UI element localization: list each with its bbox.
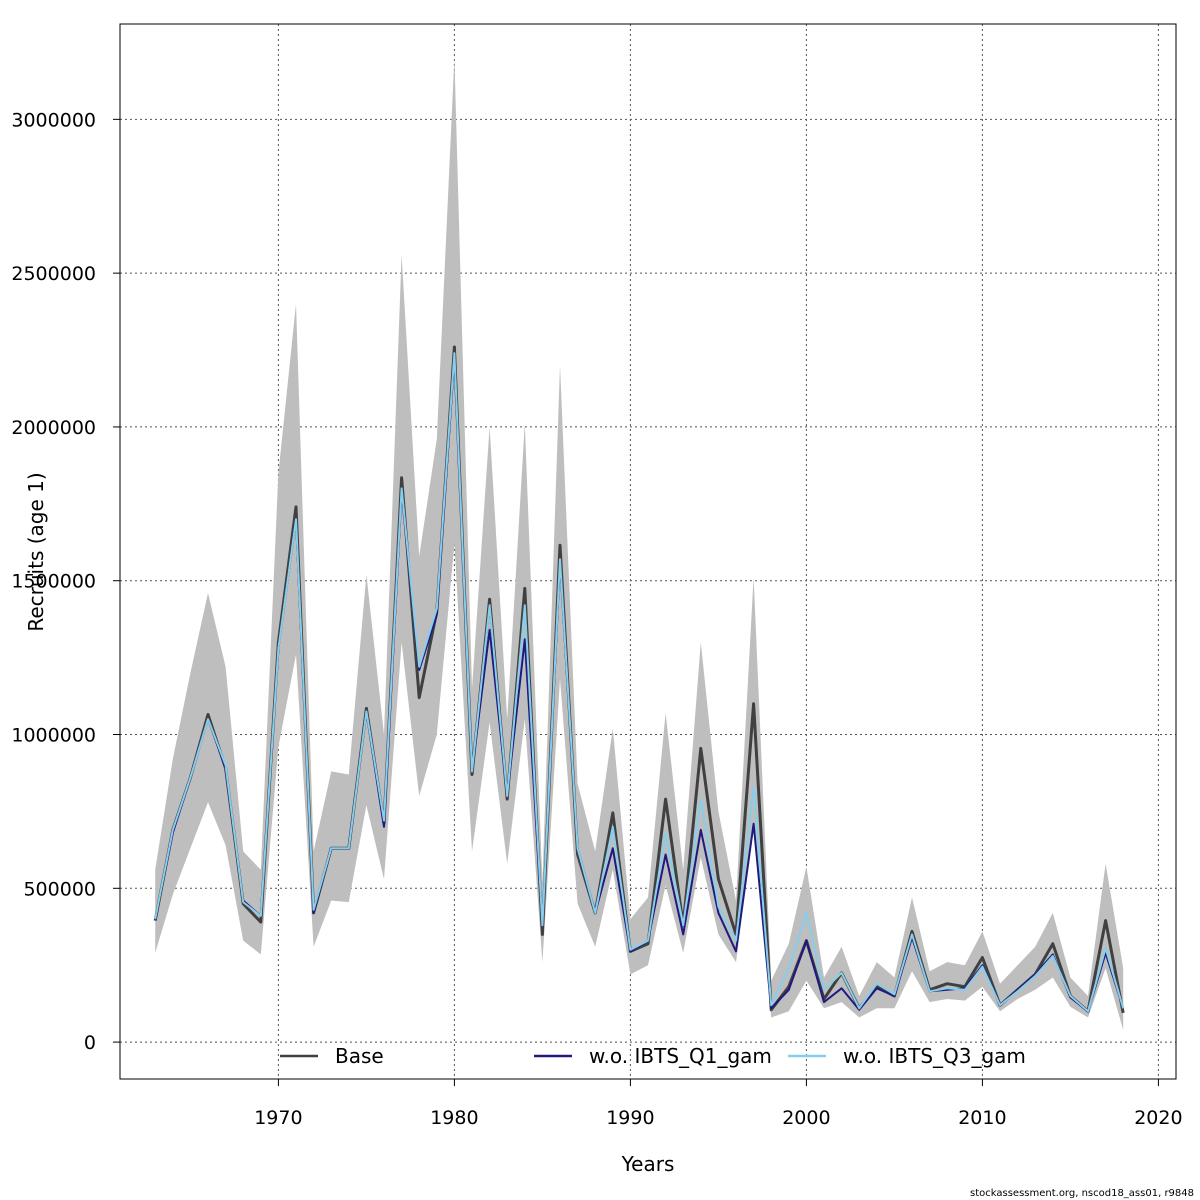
legend-label-1: w.o. IBTS_Q1_gam	[589, 1044, 772, 1068]
credit-text: stockassessment.org, nscod18_ass01, r984…	[970, 1188, 1194, 1199]
y-tick-label: 0	[84, 1032, 96, 1054]
y-tick-label: 500000	[23, 878, 96, 900]
confidence-band-layer	[155, 57, 1124, 1030]
plot-frame	[119, 23, 1177, 1080]
legend-label-0: Base	[335, 1044, 384, 1068]
x-axis-label: Years	[621, 1152, 675, 1176]
legend-label-2: w.o. IBTS_Q3_gam	[843, 1044, 1026, 1068]
y-tick-label: 2500000	[11, 263, 96, 285]
y-tick-label: 1000000	[11, 725, 96, 747]
series-lines-layer	[153, 345, 1125, 1014]
x-tick-label: 2010	[958, 1107, 1006, 1129]
x-tick-label: 1970	[254, 1107, 302, 1129]
y-tick-label: 2000000	[11, 417, 96, 439]
x-tick-label: 1980	[430, 1107, 478, 1129]
y-tick-label: 1500000	[11, 571, 96, 593]
grid-lines	[120, 24, 1176, 1079]
x-tick-label: 2020	[1134, 1107, 1182, 1129]
y-tick-label: 3000000	[11, 109, 96, 131]
x-tick-label: 1990	[606, 1107, 654, 1129]
y-axis-label: Recruits (age 1)	[24, 472, 48, 631]
legend: Base w.o. IBTS_Q1_gam w.o. IBTS_Q3_gam	[280, 1044, 1026, 1068]
x-tick-label: 2000	[782, 1107, 830, 1129]
series-line-2	[154, 352, 1125, 1013]
x-axis: 1970 1980 1990 2000 2010 2020	[254, 1079, 1183, 1129]
confidence-band	[155, 57, 1124, 1030]
y-axis: 0 500000 1000000 1500000 2000000 2500000 30000…	[11, 109, 120, 1054]
